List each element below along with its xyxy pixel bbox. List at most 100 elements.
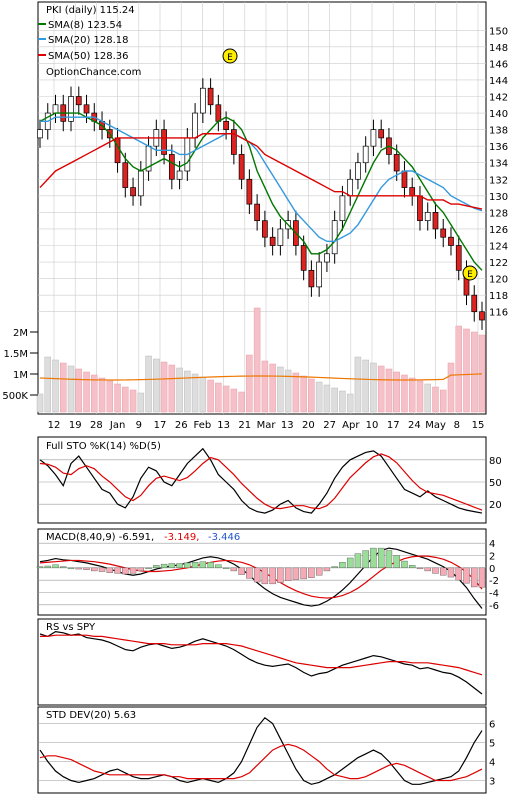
macd-histogram-bar — [153, 565, 160, 569]
candle-body — [37, 129, 43, 139]
volume-bar — [129, 389, 137, 413]
price-tick-label: 144 — [489, 76, 508, 87]
x-tick-label: 8 — [454, 420, 460, 431]
macd-histogram-bar — [106, 567, 113, 573]
ticker-label: PKI (daily) 115.24 — [46, 5, 135, 16]
volume-bar — [91, 374, 98, 413]
axis-ticks: 1501481461441421401381361341321301281261… — [2, 26, 508, 787]
candle-body — [269, 236, 276, 246]
price-tick-label: 132 — [489, 175, 508, 186]
macd-histogram-bar — [401, 560, 408, 569]
candle-body — [246, 178, 253, 205]
volume-average-line — [39, 373, 483, 381]
volume-bar — [160, 361, 168, 413]
candle-body — [324, 253, 330, 263]
candle-body — [362, 145, 369, 164]
candle-body — [277, 228, 284, 246]
volume-bar — [261, 360, 269, 413]
macd-histogram-bar — [160, 563, 168, 569]
price-tick-label: 146 — [489, 59, 508, 70]
volume-bar — [370, 362, 377, 413]
volume-bar — [176, 367, 183, 413]
candle-body — [370, 129, 377, 147]
macd-histogram-bar — [261, 567, 269, 585]
volume-bar — [463, 328, 470, 413]
candle-body — [52, 104, 59, 114]
volume-bar — [184, 370, 191, 413]
volume-bar — [315, 381, 323, 413]
svg-text:E: E — [227, 53, 233, 63]
macd-histogram-bar — [83, 567, 90, 570]
candle-body — [393, 154, 400, 172]
volume-bar — [362, 359, 369, 413]
price-tick-label: 128 — [489, 208, 508, 219]
price-tick-label: 136 — [489, 142, 508, 153]
volume-bar — [439, 389, 447, 413]
volume-bar — [230, 388, 238, 413]
volume-bar — [52, 359, 59, 413]
x-tick-label: 9 — [136, 420, 142, 431]
candle-body — [479, 311, 485, 321]
candle-body — [448, 236, 454, 246]
price-tick-label: 134 — [489, 159, 508, 170]
macd-histogram-bar — [238, 567, 245, 575]
volume-bar — [339, 390, 346, 413]
candle-body — [262, 220, 268, 238]
candle-body — [417, 195, 423, 222]
price-tick-label: 116 — [489, 308, 508, 319]
candle-body — [161, 129, 167, 155]
macd-histogram-bar — [471, 567, 478, 588]
sma-line-3 — [39, 133, 483, 210]
volume-bar — [377, 365, 385, 413]
x-tick-label: 17 — [387, 420, 400, 431]
macd-tick-label: -4 — [489, 589, 499, 600]
macd-histogram-bar — [36, 566, 44, 569]
legend-sma20: SMA(20) 128.18 — [48, 35, 129, 46]
price-tick-label: 150 — [489, 26, 508, 37]
legend-sma8: SMA(8) 123.54 — [48, 20, 122, 31]
sto-tick-label: 50 — [489, 478, 502, 489]
volume-bar — [215, 382, 222, 413]
macd-histogram-bar — [354, 553, 362, 569]
volume-bar — [300, 375, 307, 413]
volume-bar — [60, 362, 67, 413]
volume-bar — [408, 377, 416, 413]
price-tick-label: 130 — [489, 192, 508, 203]
macd-histogram-bar — [114, 567, 121, 574]
macd-histogram-bar — [455, 567, 462, 581]
candle-body — [114, 137, 121, 164]
std-line-0 — [39, 716, 483, 785]
candle-body — [68, 96, 74, 122]
macd-histogram-bar — [424, 567, 431, 572]
x-tick-label: 12 — [48, 420, 61, 431]
volume-bar — [323, 384, 331, 413]
candle-body — [347, 178, 354, 197]
macd-histogram-bar — [222, 567, 230, 570]
x-tick-label: 17 — [154, 420, 167, 431]
candle-body — [471, 294, 478, 313]
volume-bar — [470, 331, 478, 413]
volume-bar — [75, 368, 83, 413]
volume-bar — [168, 364, 176, 413]
candle-body — [192, 112, 198, 139]
sto-tick-label: 20 — [489, 500, 502, 511]
macd-histogram-bar — [67, 567, 75, 570]
macd-histogram-bar — [91, 567, 98, 572]
sto-line-0 — [39, 447, 483, 514]
macd-histogram-bar — [432, 567, 439, 574]
macd-histogram-bar — [339, 562, 346, 569]
sto-tick-label: 80 — [489, 456, 502, 467]
candle-body — [316, 261, 323, 288]
volume-bar — [447, 362, 455, 413]
x-tick-label: 21 — [238, 420, 251, 431]
price-tick-label: 148 — [489, 43, 508, 54]
volume-bar — [44, 356, 52, 413]
volume-bar — [354, 356, 362, 413]
sto-title: Full STO %K(14) %D(5) — [46, 441, 161, 452]
macd-histogram-bar — [331, 566, 338, 569]
std-tick-label: 3 — [489, 777, 495, 788]
macd-histogram-bar — [207, 562, 214, 569]
volume-bar — [277, 366, 284, 413]
candle-body — [339, 195, 346, 222]
candlesticks — [37, 78, 485, 330]
